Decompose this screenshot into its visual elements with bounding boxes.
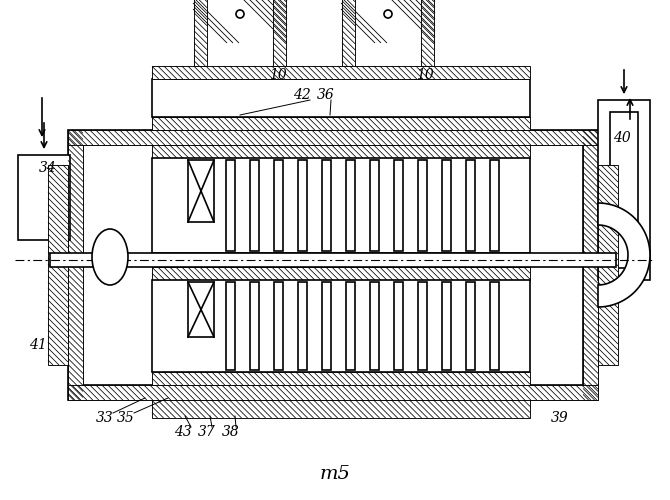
- Text: 42: 42: [293, 88, 311, 102]
- Bar: [152, 400, 530, 418]
- Bar: [342, 0, 355, 66]
- Bar: [188, 160, 214, 222]
- Bar: [442, 160, 451, 251]
- Circle shape: [384, 10, 392, 18]
- Bar: [610, 112, 638, 268]
- Text: 43: 43: [174, 425, 192, 439]
- Circle shape: [236, 10, 244, 18]
- Bar: [226, 160, 235, 251]
- Bar: [274, 282, 283, 370]
- Bar: [370, 160, 379, 251]
- Bar: [68, 385, 598, 400]
- Bar: [298, 160, 307, 251]
- Bar: [18, 155, 70, 240]
- Bar: [68, 130, 598, 145]
- Bar: [226, 282, 235, 370]
- Bar: [188, 282, 214, 337]
- Bar: [490, 160, 499, 251]
- Bar: [152, 145, 530, 158]
- Bar: [194, 0, 207, 66]
- Bar: [418, 160, 427, 251]
- Bar: [152, 267, 530, 280]
- Bar: [50, 253, 616, 267]
- Text: 39: 39: [551, 411, 569, 425]
- Text: т5: т5: [320, 465, 350, 483]
- Bar: [598, 165, 618, 365]
- Bar: [322, 160, 331, 251]
- Bar: [250, 282, 259, 370]
- Bar: [152, 158, 530, 253]
- Bar: [152, 79, 530, 117]
- Text: 38: 38: [222, 425, 240, 439]
- Bar: [490, 282, 499, 370]
- Bar: [152, 66, 530, 79]
- Text: 10: 10: [416, 68, 434, 82]
- Polygon shape: [598, 203, 650, 307]
- Bar: [466, 282, 475, 370]
- Bar: [442, 282, 451, 370]
- Bar: [48, 165, 68, 365]
- Bar: [583, 130, 598, 400]
- Bar: [346, 282, 355, 370]
- Bar: [370, 282, 379, 370]
- Bar: [68, 130, 83, 400]
- Text: 35: 35: [117, 411, 135, 425]
- Bar: [68, 130, 598, 400]
- Text: 37: 37: [198, 425, 216, 439]
- Ellipse shape: [92, 229, 128, 285]
- Bar: [394, 282, 403, 370]
- Bar: [273, 0, 286, 66]
- Text: 36: 36: [317, 88, 335, 102]
- Text: 41: 41: [29, 338, 47, 352]
- Bar: [421, 0, 434, 66]
- Bar: [418, 282, 427, 370]
- Bar: [346, 160, 355, 251]
- Bar: [152, 372, 530, 385]
- Text: 34: 34: [39, 161, 57, 175]
- Bar: [298, 282, 307, 370]
- Bar: [152, 117, 530, 130]
- Text: 33: 33: [96, 411, 114, 425]
- Bar: [322, 282, 331, 370]
- Bar: [394, 160, 403, 251]
- Bar: [83, 145, 583, 385]
- Text: 10: 10: [269, 68, 287, 82]
- Bar: [466, 160, 475, 251]
- Bar: [250, 160, 259, 251]
- Bar: [598, 100, 650, 280]
- Bar: [152, 280, 530, 372]
- Text: 40: 40: [613, 131, 631, 145]
- Bar: [274, 160, 283, 251]
